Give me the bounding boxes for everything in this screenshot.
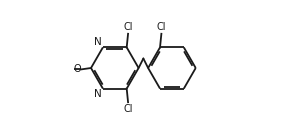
Text: Cl: Cl [123,22,133,32]
Text: O: O [73,64,81,74]
Text: N: N [95,89,102,99]
Text: Cl: Cl [123,104,133,114]
Text: Cl: Cl [157,22,166,32]
Text: N: N [95,37,102,47]
